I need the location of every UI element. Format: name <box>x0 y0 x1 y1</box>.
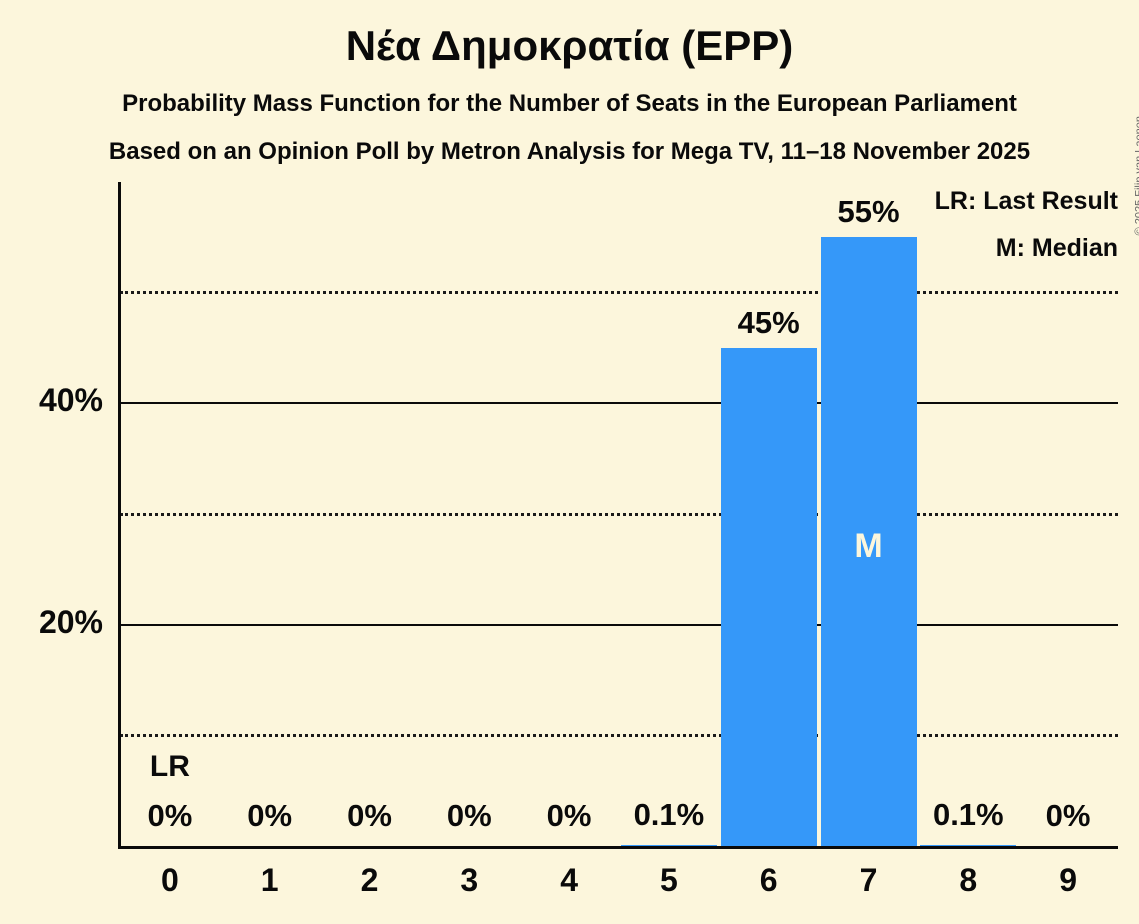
y-axis-line <box>118 182 121 849</box>
bar-seats-7 <box>820 237 917 846</box>
median-annotation: M <box>854 527 883 565</box>
x-tick-label-seats-6: 6 <box>759 862 778 898</box>
gridline-dotted-30pct <box>120 512 1118 516</box>
last-result-annotation: LR <box>149 750 190 783</box>
y-tick-label-40pct: 40% <box>38 382 103 419</box>
y-tick-label-20pct: 20% <box>38 603 103 640</box>
x-tick-label-seats-3: 3 <box>460 862 479 898</box>
bar-value-label-seats-4: 0% <box>546 798 592 833</box>
gridline-dotted-50pct <box>120 291 1118 295</box>
chart-title: Νέα Δημοκρατία (EPP) <box>345 22 794 69</box>
gridline-dotted-10pct <box>120 733 1118 737</box>
x-tick-label-seats-2: 2 <box>360 862 379 898</box>
bar-value-label-seats-1: 0% <box>247 798 293 833</box>
bar-value-label-seats-7: 55% <box>837 194 900 230</box>
copyright-notice: © 2025 Filip van Laenen <box>1133 116 1139 235</box>
gridline-solid-20pct <box>120 623 1118 626</box>
bar-value-label-seats-9: 0% <box>1045 798 1091 833</box>
gridline-solid-40pct <box>120 402 1118 405</box>
bar-seats-8 <box>920 844 1017 846</box>
x-tick-label-seats-7: 7 <box>859 862 878 898</box>
bar-value-label-seats-2: 0% <box>347 798 392 833</box>
x-tick-label-seats-1: 1 <box>260 862 279 898</box>
chart-source-line: Based on an Opinion Poll by Metron Analy… <box>108 138 1031 165</box>
x-tick-label-seats-4: 4 <box>560 862 578 898</box>
bar-seats-5 <box>620 844 717 846</box>
bar-seats-6 <box>720 348 817 846</box>
legend-median: M: Median <box>995 234 1118 262</box>
bar-value-label-seats-0: 0% <box>147 798 193 833</box>
bar-value-label-seats-5: 0.1% <box>633 796 705 832</box>
bar-value-label-seats-6: 45% <box>737 305 800 340</box>
x-tick-label-seats-8: 8 <box>959 862 978 898</box>
x-tick-label-seats-9: 9 <box>1059 862 1077 898</box>
legend-last-result: LR: Last Result <box>934 187 1118 215</box>
bar-value-label-seats-3: 0% <box>446 798 492 833</box>
bar-value-label-seats-8: 0.1% <box>932 796 1004 832</box>
chart-subtitle: Probability Mass Function for the Number… <box>122 90 1017 117</box>
plot-area: LR: Last Result M: Median 0% 0% 0% 0% 0% 0.1%… <box>120 182 1118 846</box>
x-axis-line <box>118 846 1118 849</box>
x-tick-label-seats-5: 5 <box>660 862 678 898</box>
legend: LR: Last Result M: Median <box>935 186 1118 280</box>
x-tick-label-seats-0: 0 <box>161 862 179 898</box>
